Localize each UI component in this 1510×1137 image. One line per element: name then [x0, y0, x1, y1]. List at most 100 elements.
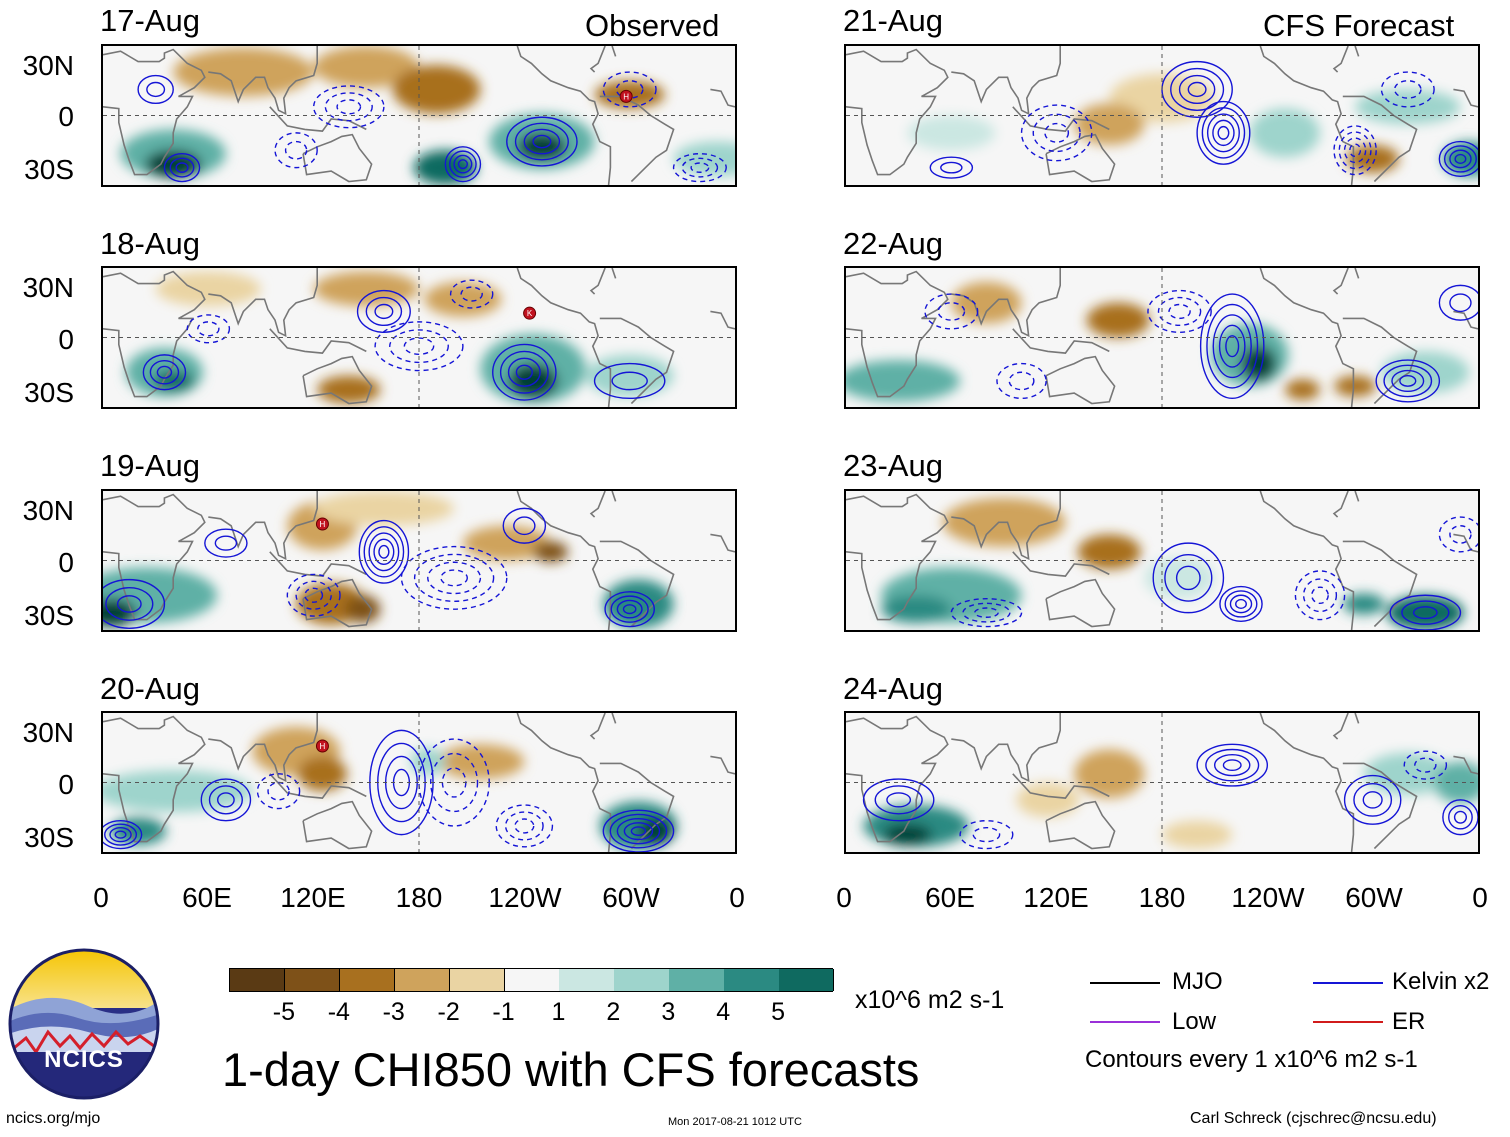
panel-date-label: 23-Aug	[843, 448, 943, 483]
figure-title: 1-day CHI850 with CFS forecasts	[222, 1043, 920, 1096]
footer-url[interactable]: ncics.org/mjo	[6, 1110, 101, 1127]
kelvin-contour	[1389, 594, 1462, 630]
map-panel	[844, 489, 1480, 632]
kelvin-contour	[996, 362, 1047, 400]
panel-date-label: 22-Aug	[843, 226, 943, 261]
kelvin-contour	[163, 153, 201, 183]
coastline	[1354, 46, 1360, 57]
anomaly-blob	[1386, 595, 1464, 630]
anomaly-blob	[638, 817, 674, 846]
coastline	[589, 491, 606, 518]
storm-marker-icon	[315, 739, 329, 753]
map-graphic: H	[103, 46, 735, 185]
anomaly-blob	[1442, 141, 1478, 177]
anomaly-shading	[881, 497, 1464, 630]
coastline	[1259, 713, 1355, 852]
kelvin-contour	[1175, 565, 1201, 591]
kelvin-contour	[109, 826, 132, 843]
storm-marker-label: K	[527, 309, 533, 318]
kelvin-contour	[137, 74, 174, 105]
kelvin-contour	[1449, 525, 1472, 544]
legend-label-low: Low	[1172, 1008, 1217, 1035]
lon-label: 120E	[280, 882, 346, 913]
anomaly-blob	[313, 271, 419, 307]
kelvin-contour	[149, 359, 180, 385]
kelvin-contour	[1454, 153, 1467, 164]
map-graphic	[846, 268, 1478, 407]
colorbar-tick-label: 3	[661, 998, 676, 1026]
anomaly-blob	[1077, 534, 1141, 570]
panel-date-label: 18-Aug	[100, 226, 200, 261]
anomaly-shading	[907, 73, 1478, 177]
coastline	[611, 268, 617, 279]
kelvin-contour	[146, 81, 166, 98]
lon-label: 120W	[488, 882, 562, 913]
kelvin-contour	[365, 296, 403, 327]
kelvin-contour	[1343, 774, 1402, 825]
kelvin-contour	[1157, 296, 1202, 327]
kelvin-contour	[950, 598, 1023, 628]
coastline	[1012, 773, 1110, 799]
kelvin-contour	[1362, 791, 1383, 809]
anomaly-blob	[673, 141, 735, 177]
kelvin-contour	[104, 823, 138, 846]
legend-label-er: ER	[1392, 1008, 1426, 1035]
map-graphic	[846, 491, 1478, 630]
kelvin-contour	[616, 817, 661, 845]
coastline	[951, 46, 1061, 116]
lat-label-30s: 30S	[24, 600, 74, 631]
colorbar-tick-label: 5	[771, 998, 786, 1026]
legend-line-low	[1090, 1021, 1160, 1023]
coastline	[611, 491, 617, 502]
kelvin-contour	[1453, 810, 1467, 824]
anomaly-blob	[1074, 749, 1145, 799]
kelvin-contour	[105, 587, 154, 621]
kelvin-contour	[256, 773, 301, 810]
coastline	[599, 317, 675, 405]
kelvin-contour	[886, 792, 912, 808]
lat-label-30n: 30N	[22, 50, 74, 81]
lat-label-eq: 0	[58, 547, 74, 578]
coastline	[1332, 46, 1349, 73]
kelvin-contour	[602, 71, 657, 108]
kelvin-contour	[186, 314, 231, 344]
kelvin-contour	[1218, 324, 1246, 368]
coastline	[1012, 106, 1110, 132]
kelvin-contour	[336, 99, 362, 115]
kelvin-contour	[374, 321, 464, 372]
coastline	[951, 713, 1061, 783]
kelvin-contour	[1302, 578, 1338, 613]
kelvin-contour	[324, 92, 373, 122]
kelvin-contour	[1201, 107, 1246, 159]
kelvin-contour	[615, 80, 644, 99]
anomaly-blob	[1109, 73, 1215, 123]
footer-timestamp: Mon 2017-08-21 1012 UTC	[668, 1116, 802, 1128]
coastline	[1259, 268, 1355, 407]
coastline	[611, 46, 617, 57]
kelvin-contour	[1206, 113, 1240, 153]
kelvin-contour	[169, 157, 195, 178]
kelvin-contour	[1213, 754, 1251, 777]
panel-date-label: 24-Aug	[843, 671, 943, 706]
kelvin-contour	[1217, 125, 1230, 140]
kelvin-contour	[924, 293, 979, 330]
kelvin-contour	[1438, 284, 1478, 321]
colorbar-swatch	[449, 969, 506, 991]
coastline	[1354, 713, 1360, 724]
kelvin-contour	[507, 357, 541, 387]
anomaly-blob	[345, 595, 381, 624]
storm-marker-icon	[619, 89, 633, 103]
lon-label: 0	[93, 882, 109, 913]
coastline	[1259, 46, 1355, 185]
kelvin-contour	[413, 553, 495, 603]
colorbar-tick-label: -4	[327, 998, 350, 1026]
lon-label: 120W	[1231, 882, 1305, 913]
map-panel	[844, 44, 1480, 187]
kelvin-contour	[1224, 590, 1258, 618]
anomaly-shading	[103, 491, 674, 629]
kelvin-contour	[630, 826, 647, 837]
coastline	[1332, 491, 1349, 518]
anomaly-blob	[846, 360, 961, 402]
lon-label: 0	[836, 882, 852, 913]
anomaly-blob	[881, 595, 952, 624]
